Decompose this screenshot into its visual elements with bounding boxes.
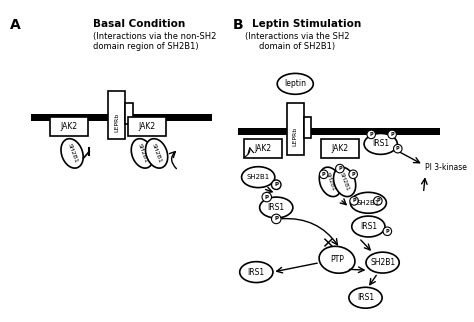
Ellipse shape bbox=[131, 139, 154, 168]
Ellipse shape bbox=[146, 139, 168, 168]
Ellipse shape bbox=[352, 216, 385, 237]
Ellipse shape bbox=[350, 192, 386, 213]
Bar bbox=[287, 103, 304, 155]
Bar bbox=[50, 117, 88, 136]
Text: leptin: leptin bbox=[284, 79, 306, 88]
Text: P: P bbox=[274, 216, 278, 222]
Text: SH2B1: SH2B1 bbox=[370, 258, 395, 267]
Text: SH2B1: SH2B1 bbox=[357, 200, 380, 206]
Text: P: P bbox=[369, 132, 373, 137]
Text: P: P bbox=[376, 198, 380, 204]
Ellipse shape bbox=[262, 192, 272, 202]
Text: P: P bbox=[352, 198, 356, 204]
Ellipse shape bbox=[61, 139, 83, 168]
Ellipse shape bbox=[367, 130, 375, 139]
Text: JAK2: JAK2 bbox=[61, 122, 78, 131]
Bar bbox=[125, 103, 133, 124]
Ellipse shape bbox=[319, 167, 341, 197]
Text: IRS1: IRS1 bbox=[360, 222, 377, 231]
Text: P: P bbox=[322, 172, 326, 177]
Text: P: P bbox=[351, 172, 355, 177]
Ellipse shape bbox=[319, 170, 328, 179]
Ellipse shape bbox=[277, 73, 313, 94]
Text: IRS1: IRS1 bbox=[372, 139, 389, 148]
Text: P: P bbox=[390, 132, 394, 137]
Text: JAK2: JAK2 bbox=[331, 144, 348, 153]
Ellipse shape bbox=[350, 197, 358, 205]
Bar bbox=[304, 117, 311, 138]
Text: JAK2: JAK2 bbox=[138, 122, 155, 131]
Text: LEPRb: LEPRb bbox=[293, 127, 298, 146]
Text: (Interactions via the SH2
domain of SH2B1): (Interactions via the SH2 domain of SH2B… bbox=[245, 32, 349, 51]
Ellipse shape bbox=[336, 164, 344, 173]
Bar bbox=[238, 128, 439, 135]
Text: P: P bbox=[396, 146, 400, 151]
Text: JAK2: JAK2 bbox=[255, 144, 272, 153]
Ellipse shape bbox=[334, 167, 356, 197]
Ellipse shape bbox=[349, 170, 357, 179]
Text: LEPRb: LEPRb bbox=[114, 112, 119, 132]
Bar bbox=[321, 139, 359, 158]
Ellipse shape bbox=[319, 246, 355, 273]
Bar bbox=[244, 139, 282, 158]
Bar bbox=[128, 117, 166, 136]
Text: SH2B1: SH2B1 bbox=[339, 172, 350, 192]
Ellipse shape bbox=[383, 227, 392, 235]
Ellipse shape bbox=[349, 287, 382, 308]
Ellipse shape bbox=[260, 197, 293, 218]
Ellipse shape bbox=[366, 252, 399, 273]
Text: IRS1: IRS1 bbox=[357, 293, 374, 302]
Text: SH2B1: SH2B1 bbox=[137, 143, 148, 164]
Ellipse shape bbox=[242, 167, 275, 188]
Ellipse shape bbox=[388, 130, 396, 139]
Text: P: P bbox=[265, 194, 269, 200]
Text: (Interactions via the non-SH2
domain region of SH2B1): (Interactions via the non-SH2 domain reg… bbox=[93, 32, 216, 51]
Ellipse shape bbox=[272, 214, 281, 224]
Text: Leptin Stimulation: Leptin Stimulation bbox=[252, 19, 361, 29]
Ellipse shape bbox=[374, 197, 382, 205]
Ellipse shape bbox=[364, 133, 397, 154]
Text: PI 3-kinase: PI 3-kinase bbox=[425, 163, 467, 172]
Text: IRS1: IRS1 bbox=[268, 203, 285, 212]
Text: A: A bbox=[10, 18, 21, 32]
Text: Basal Condition: Basal Condition bbox=[93, 19, 185, 29]
Text: P: P bbox=[385, 229, 389, 234]
Ellipse shape bbox=[272, 180, 281, 189]
Text: B: B bbox=[233, 18, 243, 32]
Ellipse shape bbox=[240, 262, 273, 282]
Ellipse shape bbox=[393, 144, 402, 153]
Text: SH2B1: SH2B1 bbox=[151, 143, 163, 164]
Text: SH2B1: SH2B1 bbox=[325, 172, 336, 192]
Text: SH2B1: SH2B1 bbox=[246, 174, 270, 180]
Text: P: P bbox=[274, 182, 278, 187]
Bar bbox=[31, 114, 212, 121]
Text: IRS1: IRS1 bbox=[248, 268, 265, 277]
Text: ✕: ✕ bbox=[321, 236, 334, 251]
Bar bbox=[108, 91, 125, 139]
Text: SH2B1: SH2B1 bbox=[66, 143, 78, 164]
Text: PTP: PTP bbox=[330, 255, 344, 264]
Text: P: P bbox=[338, 166, 342, 171]
